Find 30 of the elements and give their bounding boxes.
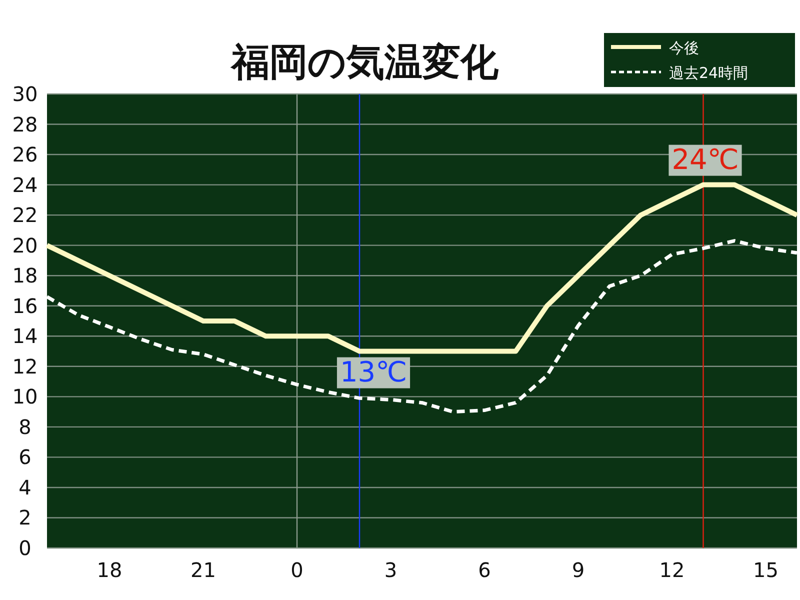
- y-tick-label: 14: [12, 324, 38, 348]
- y-tick-label: 8: [18, 414, 32, 439]
- y-tick-label: 18: [12, 264, 38, 288]
- x-tick-label: 6: [478, 558, 491, 582]
- x-tick-label: 12: [659, 558, 685, 582]
- y-tick-label: 22: [12, 203, 38, 228]
- x-tick-label: 9: [572, 558, 585, 582]
- y-tick-label: 30: [12, 82, 38, 106]
- legend-label: 過去24時間: [669, 64, 748, 82]
- x-tick-label: 21: [190, 558, 216, 582]
- legend-label: 今後: [669, 39, 699, 57]
- x-tick-label: 18: [96, 558, 122, 582]
- y-tick-label: 10: [12, 384, 38, 409]
- x-tick-label: 0: [290, 558, 304, 582]
- line-series: [45, 239, 799, 414]
- y-tick-label: 2: [18, 506, 32, 530]
- y-tick-label: 28: [12, 112, 38, 136]
- chart-title: 福岡の気温変化: [230, 40, 500, 84]
- annotation: 24℃: [672, 142, 739, 176]
- y-tick-label: 16: [12, 294, 38, 318]
- y-tick-label: 26: [12, 142, 38, 167]
- y-tick-label: 6: [18, 445, 32, 470]
- y-tick-label: 4: [18, 475, 32, 500]
- x-tick-label: 15: [753, 558, 778, 582]
- x-tick-label: 3: [384, 558, 398, 582]
- y-tick-label: 0: [18, 536, 32, 560]
- y-tick-label: 12: [12, 354, 38, 378]
- y-tick-label: 24: [12, 172, 38, 197]
- y-tick-label: 20: [12, 233, 38, 258]
- annotation: 13℃: [340, 355, 408, 388]
